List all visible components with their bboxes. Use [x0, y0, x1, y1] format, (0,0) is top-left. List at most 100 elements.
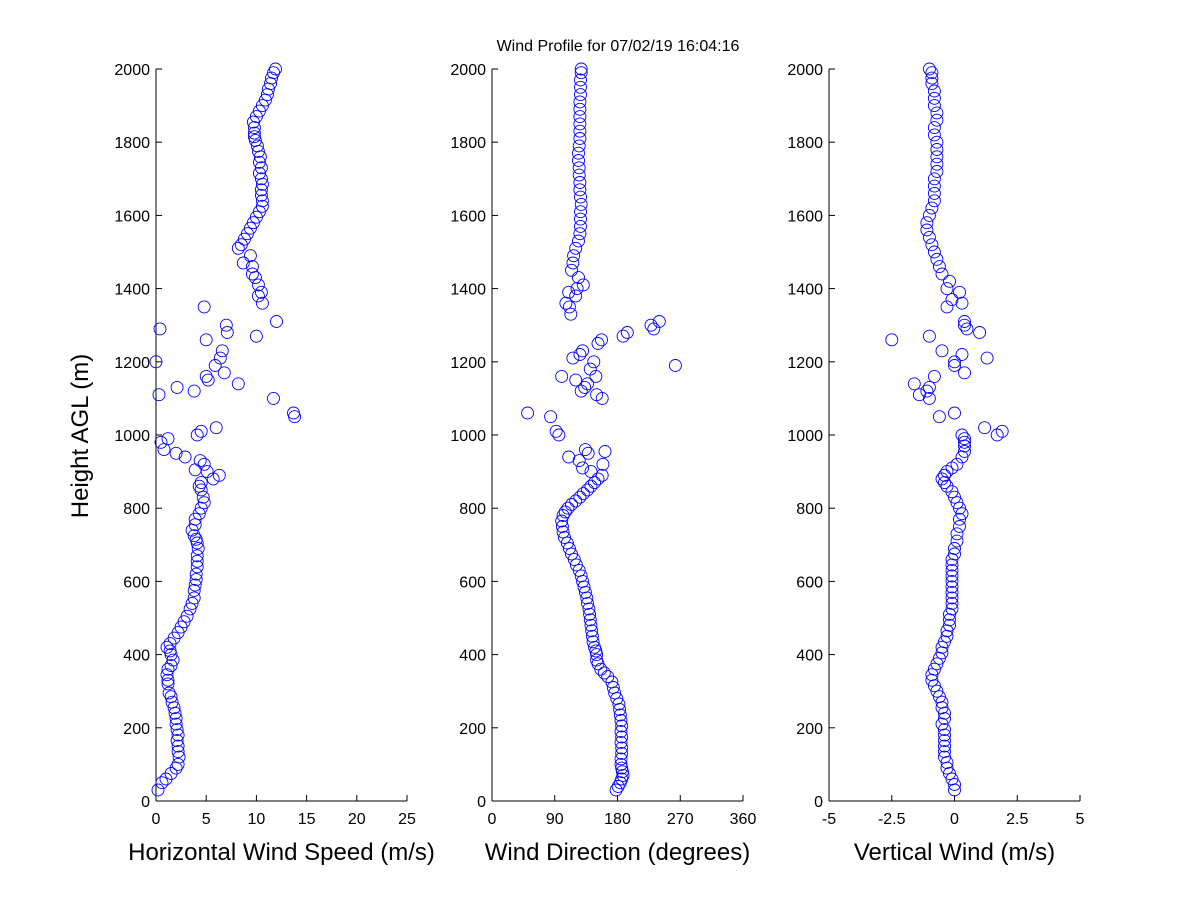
- data-point: [569, 241, 583, 255]
- data-point: [200, 465, 214, 479]
- data-point: [231, 377, 245, 391]
- data-point: [267, 66, 280, 80]
- data-point: [943, 618, 956, 632]
- y-axis-title: Height AGL (m): [67, 354, 94, 519]
- data-point: [265, 71, 278, 85]
- data-point: [172, 750, 186, 764]
- data-point: [552, 428, 566, 442]
- data-point: [938, 739, 951, 753]
- x-tick-label: 15: [298, 811, 316, 828]
- data-point: [955, 296, 969, 310]
- data-point: [287, 406, 300, 420]
- data-point: [598, 445, 612, 458]
- data-point: [549, 424, 563, 438]
- data-point: [574, 73, 587, 87]
- data-point: [576, 461, 590, 475]
- data-point: [169, 446, 183, 460]
- data-point: [217, 366, 231, 380]
- data-point: [267, 391, 280, 405]
- data-point: [930, 113, 944, 127]
- data-point: [948, 542, 961, 555]
- data-point: [950, 496, 964, 510]
- data-point: [958, 432, 971, 446]
- data-point: [940, 465, 954, 479]
- data-point: [927, 172, 941, 186]
- data-point: [958, 366, 971, 380]
- data-point: [927, 245, 941, 259]
- data-point: [940, 300, 954, 314]
- data-point: [556, 525, 570, 539]
- y-tick-label: 200: [123, 721, 150, 738]
- data-point: [160, 668, 174, 682]
- data-point: [938, 712, 951, 726]
- data-point: [668, 359, 682, 372]
- data-point: [920, 384, 934, 398]
- data-point: [161, 677, 175, 691]
- data-point: [189, 532, 203, 546]
- data-point: [192, 479, 206, 493]
- x-tick-label: 0: [488, 811, 497, 828]
- data-point: [930, 143, 944, 156]
- data-point: [948, 355, 961, 369]
- data-point: [171, 745, 185, 759]
- data-point: [927, 84, 941, 98]
- data-point: [565, 263, 578, 277]
- data-point: [935, 344, 949, 358]
- data-point: [615, 761, 629, 775]
- data-point: [208, 359, 222, 372]
- x-tick-label: 360: [730, 811, 757, 828]
- y-tick-label: 1600: [450, 208, 486, 225]
- data-point: [578, 380, 592, 394]
- data-point: [885, 333, 899, 347]
- data-point: [938, 476, 951, 490]
- x-tick-label: 5: [1076, 811, 1085, 828]
- data-point: [614, 714, 628, 727]
- data-point: [590, 648, 604, 662]
- data-point: [212, 468, 226, 482]
- data-point: [270, 315, 283, 328]
- data-point: [231, 241, 245, 255]
- data-points: [885, 62, 1009, 797]
- data-point: [197, 457, 211, 471]
- data-point: [165, 695, 179, 709]
- data-point: [250, 139, 264, 153]
- y-tick-label: 2000: [114, 62, 150, 79]
- data-point: [581, 446, 595, 460]
- data-point: [569, 373, 583, 387]
- data-point: [164, 690, 178, 704]
- data-point: [948, 783, 961, 797]
- data-point: [574, 62, 588, 76]
- data-point: [586, 635, 600, 649]
- data-point: [591, 472, 605, 486]
- data-point: [581, 596, 594, 610]
- data-point: [958, 318, 971, 332]
- data-point: [171, 728, 185, 742]
- data-point: [192, 507, 206, 521]
- x-tick-label: 5: [202, 811, 211, 828]
- x-tick-label: 180: [604, 811, 631, 828]
- data-point: [566, 351, 580, 365]
- data-point: [189, 573, 203, 587]
- data-point: [948, 406, 961, 420]
- data-point: [151, 783, 165, 797]
- data-point: [188, 578, 202, 592]
- data-point: [958, 315, 971, 328]
- data-point: [573, 176, 587, 189]
- data-point: [188, 512, 202, 526]
- data-point: [583, 362, 597, 376]
- data-point: [927, 194, 941, 208]
- x-tick-label: 0: [950, 811, 959, 828]
- y-tick-label: 2000: [787, 62, 823, 79]
- data-point: [573, 348, 587, 361]
- y-tick-label: 1600: [787, 208, 823, 225]
- data-point: [950, 457, 964, 471]
- data-point: [254, 188, 268, 202]
- x-tick-label: 0: [152, 811, 161, 828]
- data-point: [164, 767, 178, 780]
- panel-wind-direction: 0 200 400 600 800 1000 1200 1400 1600 1800 2000 0 90…: [450, 62, 756, 866]
- data-point: [596, 457, 610, 471]
- data-point: [160, 640, 174, 654]
- data-point: [573, 132, 587, 145]
- data-point: [572, 168, 586, 182]
